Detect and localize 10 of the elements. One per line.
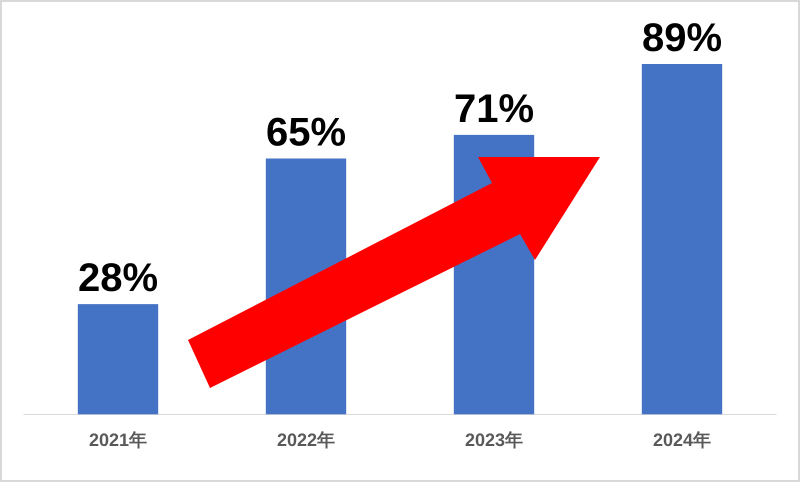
bar: [78, 304, 158, 414]
data-label: 28%: [78, 256, 158, 300]
data-label: 89%: [642, 16, 722, 60]
x-tick-label: 2021年: [88, 430, 148, 450]
x-tick-label: 2023年: [464, 430, 524, 450]
bar: [642, 64, 722, 414]
x-tick-label: 2024年: [652, 430, 712, 450]
x-tick-label: 2022年: [276, 430, 336, 450]
data-label: 71%: [454, 86, 534, 131]
data-label: 65%: [266, 110, 346, 154]
